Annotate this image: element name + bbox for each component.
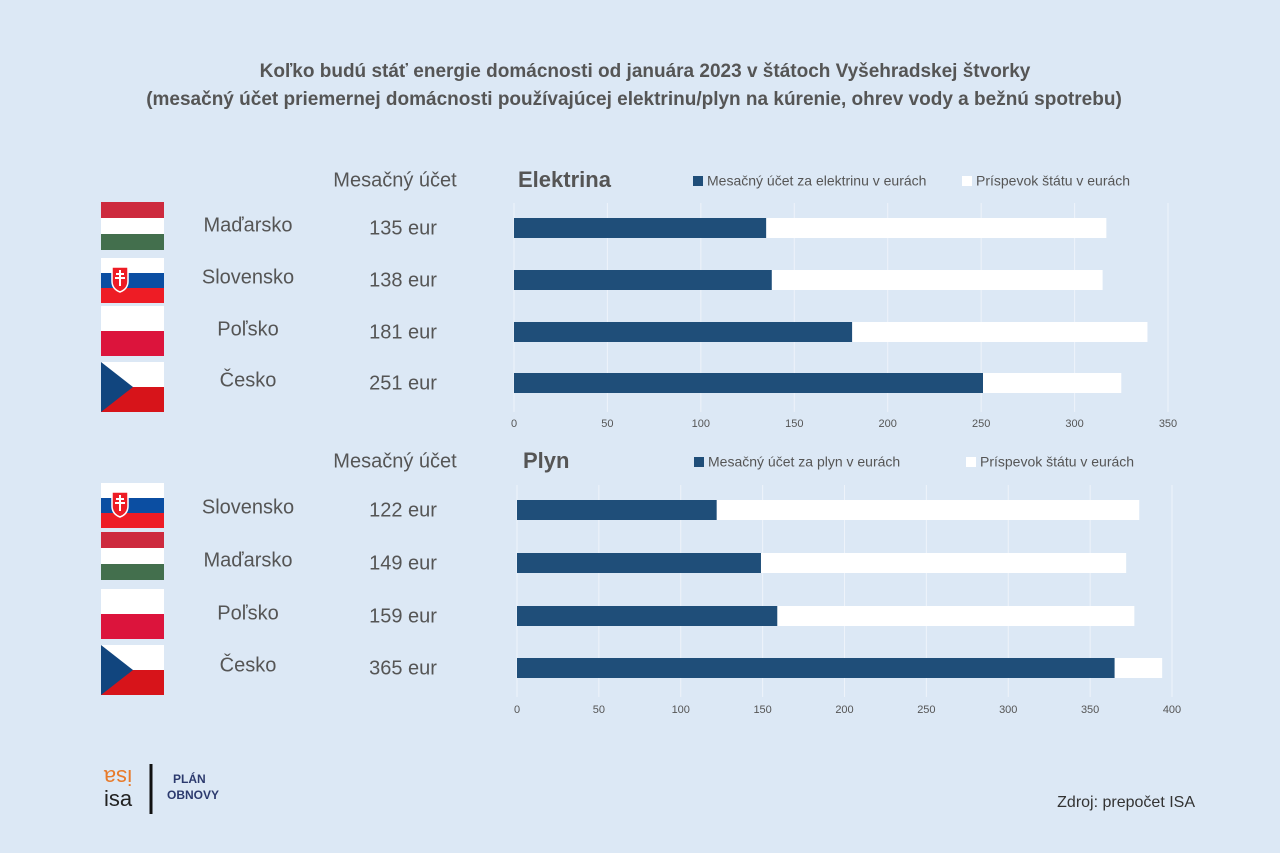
x-tick-label: 150 <box>785 418 803 430</box>
flag <box>101 532 164 580</box>
bar-segment <box>517 500 717 520</box>
source: Zdroj: prepočet ISA <box>1057 794 1195 811</box>
bar-segment <box>517 658 1115 678</box>
flag <box>101 589 164 639</box>
value-label: 138 eur <box>369 269 437 291</box>
flag <box>100 257 165 304</box>
chart-title: Plyn <box>523 448 569 473</box>
x-tick-label: 0 <box>514 704 520 716</box>
x-tick-label: 400 <box>1163 704 1181 716</box>
x-tick-label: 300 <box>1065 418 1083 430</box>
category-label: Maďarsko <box>204 214 293 236</box>
category-label: Poľsko <box>217 318 278 340</box>
bar-segment <box>517 553 761 573</box>
value-label: 149 eur <box>369 552 437 574</box>
x-tick-label: 250 <box>917 704 935 716</box>
bar-segment <box>716 500 1140 520</box>
bar-segment <box>983 373 1122 393</box>
logo-mark: isa <box>103 765 132 790</box>
x-tick-label: 300 <box>999 704 1017 716</box>
category-label: Poľsko <box>217 602 278 624</box>
legend-label: Mesačný účet za plyn v eurách <box>708 454 900 470</box>
subtitle: (mesačný účet priemernej domácnosti použ… <box>146 89 1122 110</box>
x-tick-label: 150 <box>753 704 771 716</box>
legend-label: Príspevok štátu v eurách <box>976 173 1130 189</box>
x-tick-label: 350 <box>1159 418 1177 430</box>
logo-name: isa <box>104 786 133 811</box>
legend-swatch <box>693 176 703 186</box>
category-label: Česko <box>220 368 277 391</box>
value-label: 159 eur <box>369 605 437 627</box>
x-tick-label: 50 <box>601 418 613 430</box>
bar-segment <box>771 270 1103 290</box>
category-label: Slovensko <box>202 496 294 518</box>
bar-segment <box>777 606 1135 626</box>
value-label: 122 eur <box>369 499 437 521</box>
bar-segment <box>760 553 1127 573</box>
bar-segment <box>1114 658 1163 678</box>
bar-segment <box>517 606 778 626</box>
x-tick-label: 350 <box>1081 704 1099 716</box>
category-label: Maďarsko <box>204 549 293 571</box>
legend-swatch <box>694 457 704 467</box>
x-tick-label: 200 <box>835 704 853 716</box>
x-tick-label: 50 <box>593 704 605 716</box>
value-label: 181 eur <box>369 321 437 343</box>
title: Koľko budú stáť energie domácnosti od ja… <box>260 61 1031 82</box>
flag <box>101 202 164 250</box>
x-tick-label: 100 <box>672 704 690 716</box>
flag <box>101 645 164 695</box>
chart-title: Elektrina <box>518 167 612 192</box>
legend-swatch <box>966 457 976 467</box>
logo-plan: PLÁN <box>173 771 206 786</box>
legend-swatch <box>962 176 972 186</box>
value-label: 365 eur <box>369 657 437 679</box>
legend-label: Mesačný účet za elektrinu v eurách <box>707 173 926 189</box>
x-tick-label: 0 <box>511 418 517 430</box>
legend-label: Príspevok štátu v eurách <box>980 454 1134 470</box>
category-label: Slovensko <box>202 266 294 288</box>
value-label: 251 eur <box>369 372 437 394</box>
bar-segment <box>514 270 772 290</box>
logo-obnovy: OBNOVY <box>167 788 219 802</box>
flag <box>100 482 165 529</box>
bar-segment <box>514 373 984 393</box>
x-tick-label: 250 <box>972 418 990 430</box>
flag <box>101 306 164 356</box>
column-header: Mesačný účet <box>333 450 457 472</box>
column-header: Mesačný účet <box>333 169 457 191</box>
x-tick-label: 100 <box>692 418 710 430</box>
flag <box>101 362 164 412</box>
bar-segment <box>766 218 1107 238</box>
value-label: 135 eur <box>369 217 437 239</box>
category-label: Česko <box>220 653 277 676</box>
x-tick-label: 200 <box>879 418 897 430</box>
bar-segment <box>852 322 1148 342</box>
bar-segment <box>514 322 853 342</box>
bar-segment <box>514 218 767 238</box>
